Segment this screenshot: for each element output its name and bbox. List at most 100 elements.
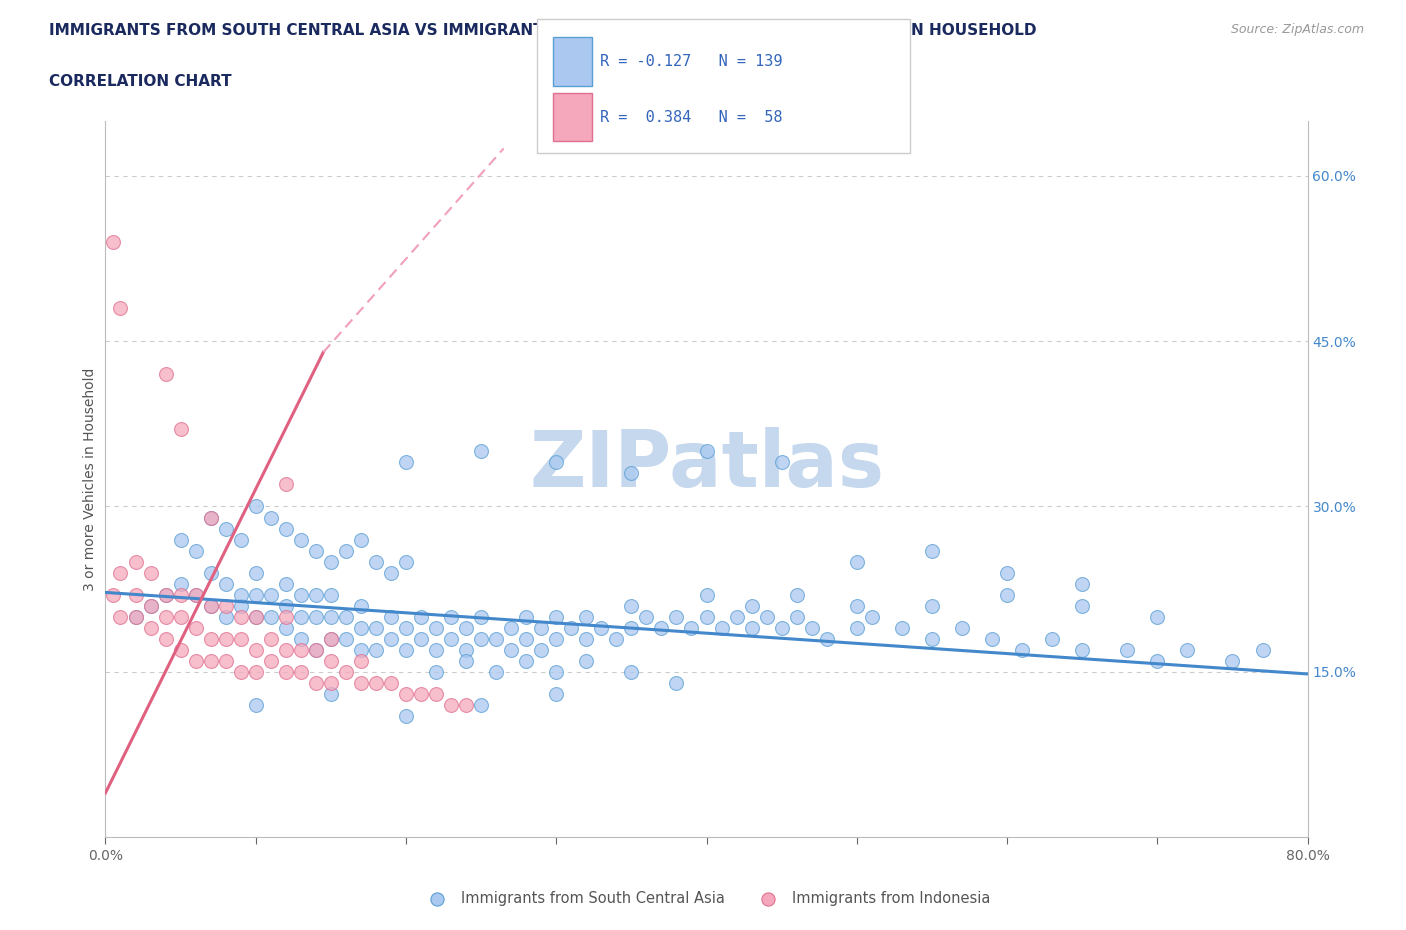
Point (1175, 643, 1198, 658)
Point (260, 609, 283, 624)
Point (380, 565, 402, 580)
Point (575, 609, 598, 624)
Point (800, 620, 823, 635)
Point (454, 643, 477, 658)
Point (245, 643, 267, 658)
Point (319, 631, 342, 646)
Point (1040, 631, 1063, 646)
Point (350, 620, 373, 635)
Point (274, 664, 297, 679)
Point (184, 587, 207, 602)
Text: Source: ZipAtlas.com: Source: ZipAtlas.com (1230, 23, 1364, 36)
Point (470, 698, 492, 712)
Point (139, 598, 162, 613)
Point (245, 565, 267, 580)
Point (274, 477, 297, 492)
Point (290, 609, 312, 624)
Point (260, 631, 283, 646)
Point (319, 653, 342, 668)
Point (260, 653, 283, 668)
Point (395, 686, 418, 701)
Point (110, 609, 132, 624)
Point (101, 587, 124, 602)
Point (845, 554, 868, 569)
Point (335, 609, 357, 624)
Point (770, 620, 793, 635)
Point (1071, 643, 1094, 658)
Point (454, 653, 477, 668)
Point (229, 631, 252, 646)
Point (290, 587, 312, 602)
Point (1071, 598, 1094, 613)
Point (770, 455, 793, 470)
Point (665, 609, 688, 624)
Point (530, 620, 553, 635)
Point (200, 631, 222, 646)
Point (245, 609, 267, 624)
Point (395, 643, 418, 658)
Point (515, 609, 537, 624)
Point (546, 631, 568, 646)
Point (350, 643, 373, 658)
Point (681, 620, 703, 635)
Point (319, 631, 342, 646)
Point (335, 543, 357, 558)
Point (395, 709, 418, 724)
Point (395, 455, 418, 470)
Point (110, 300, 132, 315)
Point (981, 631, 1004, 646)
Point (184, 620, 207, 635)
Point (335, 664, 357, 679)
Point (620, 664, 643, 679)
Point (440, 609, 463, 624)
Point (786, 609, 808, 624)
Text: CORRELATION CHART: CORRELATION CHART (49, 74, 232, 89)
Point (200, 598, 222, 613)
Point (169, 422, 191, 437)
Point (214, 653, 236, 668)
Point (950, 620, 973, 635)
Point (620, 598, 643, 613)
Point (305, 675, 328, 690)
Point (169, 532, 191, 547)
Point (274, 620, 297, 635)
Point (139, 620, 162, 635)
Point (591, 620, 613, 635)
Point (200, 510, 222, 525)
Point (155, 587, 177, 602)
Point (1251, 643, 1274, 658)
Point (214, 609, 236, 624)
Point (124, 609, 146, 624)
Point (696, 587, 718, 602)
Point (110, 565, 132, 580)
Point (245, 587, 267, 602)
Text: IMMIGRANTS FROM SOUTH CENTRAL ASIA VS IMMIGRANTS FROM INDONESIA 3 OR MORE VEHICL: IMMIGRANTS FROM SOUTH CENTRAL ASIA VS IM… (49, 23, 1036, 38)
Point (350, 598, 373, 613)
Point (845, 598, 868, 613)
Point (245, 698, 267, 712)
Point (290, 631, 312, 646)
Point (305, 587, 328, 602)
Point (155, 366, 177, 381)
Point (741, 598, 763, 613)
Point (200, 565, 222, 580)
Point (274, 609, 297, 624)
Point (620, 620, 643, 635)
Point (485, 664, 508, 679)
Point (890, 620, 912, 635)
Point (636, 609, 658, 624)
Point (1222, 653, 1244, 668)
Point (425, 686, 447, 701)
Point (530, 643, 553, 658)
Point (364, 643, 387, 658)
Point (440, 698, 463, 712)
Point (815, 631, 838, 646)
Point (409, 631, 432, 646)
Point (214, 631, 236, 646)
Point (305, 543, 328, 558)
Point (995, 587, 1018, 602)
Point (454, 620, 477, 635)
Point (425, 664, 447, 679)
Point (245, 664, 267, 679)
Point (290, 532, 312, 547)
